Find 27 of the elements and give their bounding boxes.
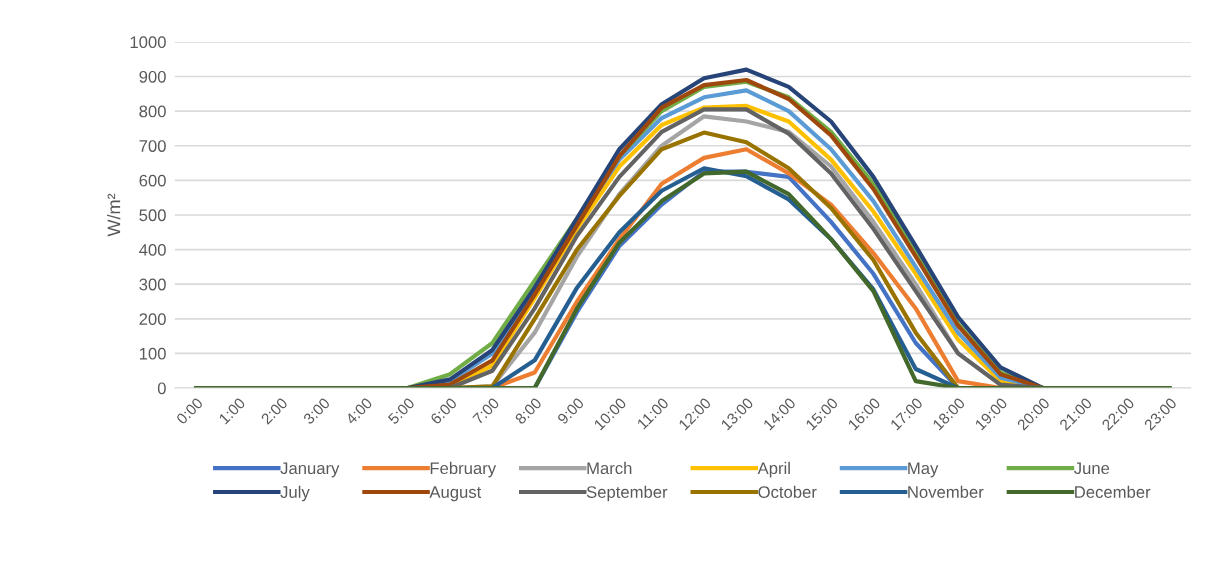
line-series xyxy=(193,169,1172,389)
y-tick-label: 900 xyxy=(139,70,166,83)
y-tick-label: 800 xyxy=(139,105,166,118)
y-tick-label: 600 xyxy=(139,174,166,187)
legend-label: June xyxy=(1074,462,1110,475)
y-tick-label: 100 xyxy=(139,347,166,360)
legend-label: March xyxy=(587,461,632,475)
legend-label: August xyxy=(429,486,482,502)
legend-label: February xyxy=(430,461,497,478)
legend-label: September xyxy=(586,485,668,502)
legend-label: December xyxy=(1075,485,1151,498)
legend-label: July xyxy=(280,485,310,502)
x-tick-label: 7:00 xyxy=(472,397,500,425)
y-tick-label: 200 xyxy=(139,313,166,325)
y-tick-label: 700 xyxy=(139,140,166,152)
y-tick-label: 0 xyxy=(157,382,166,395)
legend-label: October xyxy=(758,485,817,498)
legend-label: May xyxy=(908,462,939,478)
legend-label: April xyxy=(757,461,790,478)
y-tick-label: 1000 xyxy=(130,36,166,49)
legend-label: November xyxy=(908,485,984,498)
legend-label: January xyxy=(280,462,340,478)
y-axis-title: W/m² xyxy=(107,193,121,237)
y-tick-label: 300 xyxy=(139,278,166,291)
y-tick-label: 500 xyxy=(139,209,166,222)
x-tick-label: 4:00 xyxy=(344,397,373,426)
y-tick-label: 400 xyxy=(139,243,166,256)
